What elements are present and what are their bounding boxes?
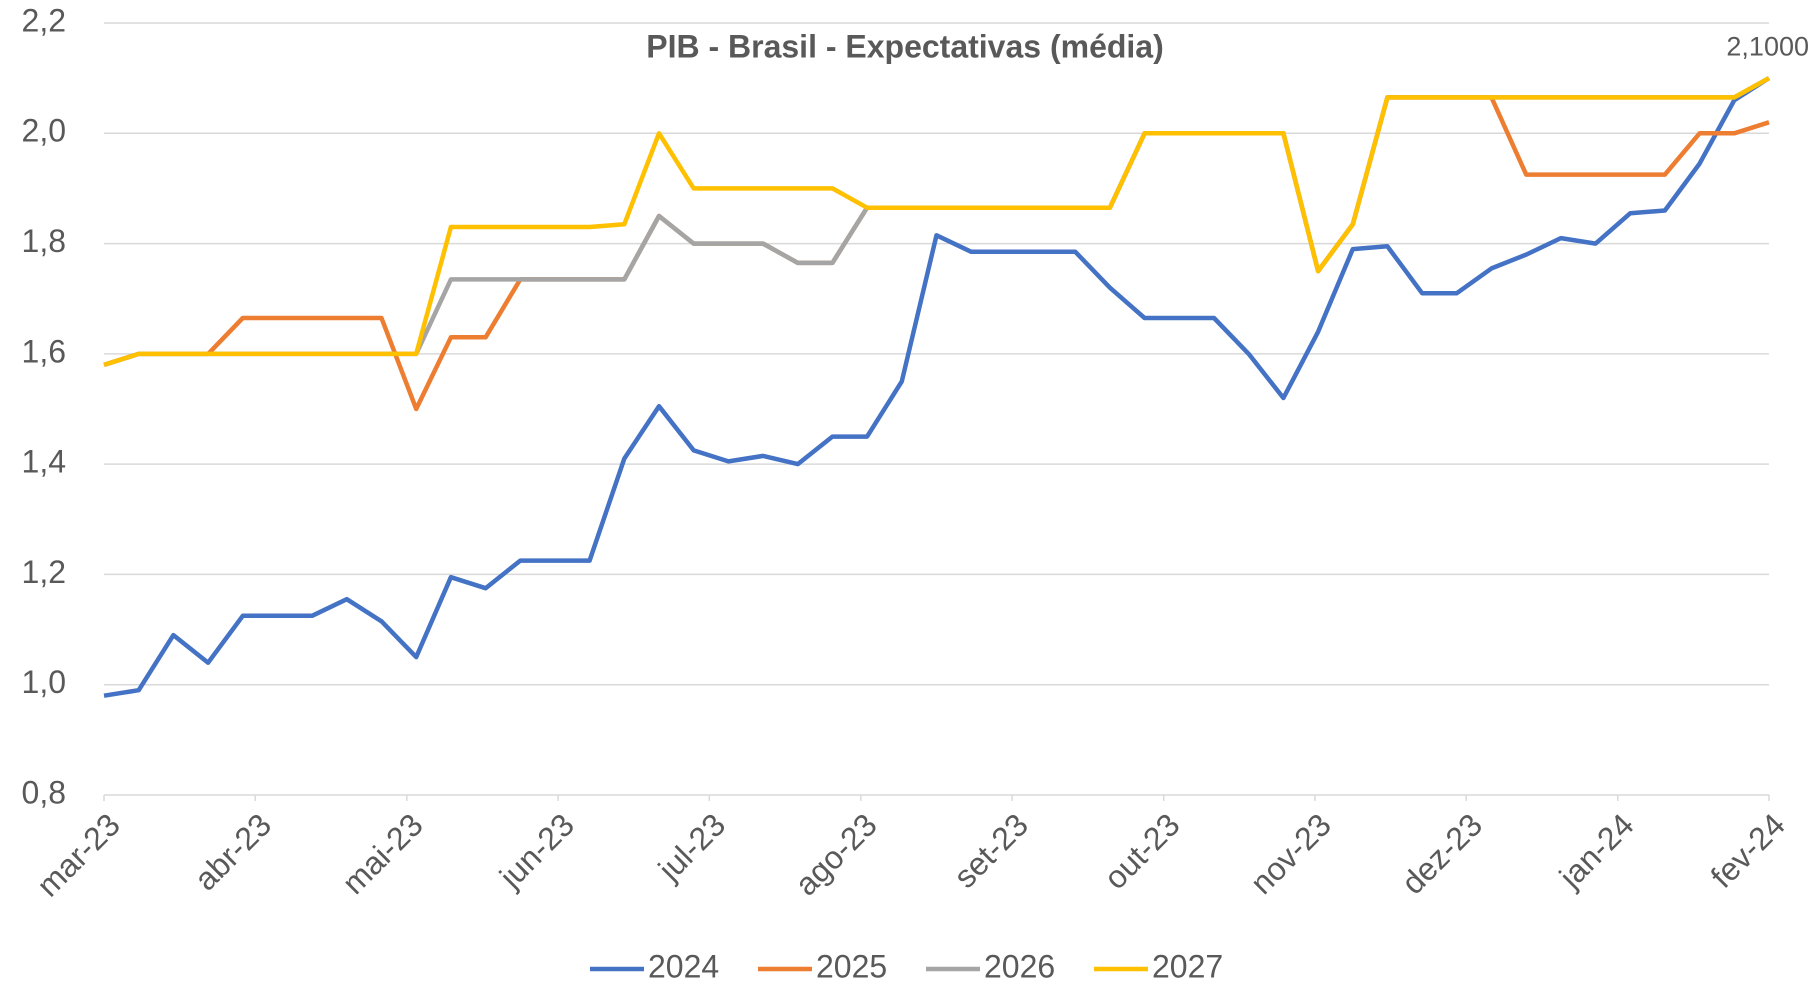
series-line <box>103 76 1771 368</box>
y-tick-label: 2,2 <box>22 2 66 38</box>
legend-label: 2026 <box>984 948 1055 984</box>
x-tick-label: out-23 <box>1097 806 1187 896</box>
x-tick-label: mai-23 <box>335 806 430 901</box>
y-tick-label: 1,6 <box>22 333 66 369</box>
y-tick-label: 1,4 <box>22 444 66 480</box>
x-tick-label: ago-23 <box>788 806 884 902</box>
x-tick-label: jan-24 <box>1552 806 1641 895</box>
y-tick-label: 1,0 <box>22 664 66 700</box>
data-label: 2,1000 <box>1726 31 1809 61</box>
x-tick-label: set-23 <box>947 806 1035 894</box>
legend-label: 2025 <box>816 948 887 984</box>
x-tick-label: jun-23 <box>492 806 581 895</box>
legend-label: 2024 <box>648 948 719 984</box>
x-tick-label: dez-23 <box>1394 806 1489 901</box>
x-tick-label: fev-24 <box>1704 806 1792 894</box>
y-tick-label: 0,8 <box>22 774 66 810</box>
y-tick-label: 1,2 <box>22 554 66 590</box>
x-tick-label: nov-23 <box>1243 806 1338 901</box>
series-line <box>103 76 1771 368</box>
x-tick-label: jul-23 <box>651 806 733 888</box>
x-tick-label: abr-23 <box>187 806 278 897</box>
y-tick-label: 2,0 <box>22 113 66 149</box>
chart-title: PIB - Brasil - Expectativas (média) <box>646 28 1164 64</box>
series-line <box>103 76 1771 698</box>
legend-label: 2027 <box>1152 948 1223 984</box>
y-tick-label: 1,8 <box>22 223 66 259</box>
series-line <box>103 95 1770 412</box>
x-tick-label: mar-23 <box>30 806 127 903</box>
